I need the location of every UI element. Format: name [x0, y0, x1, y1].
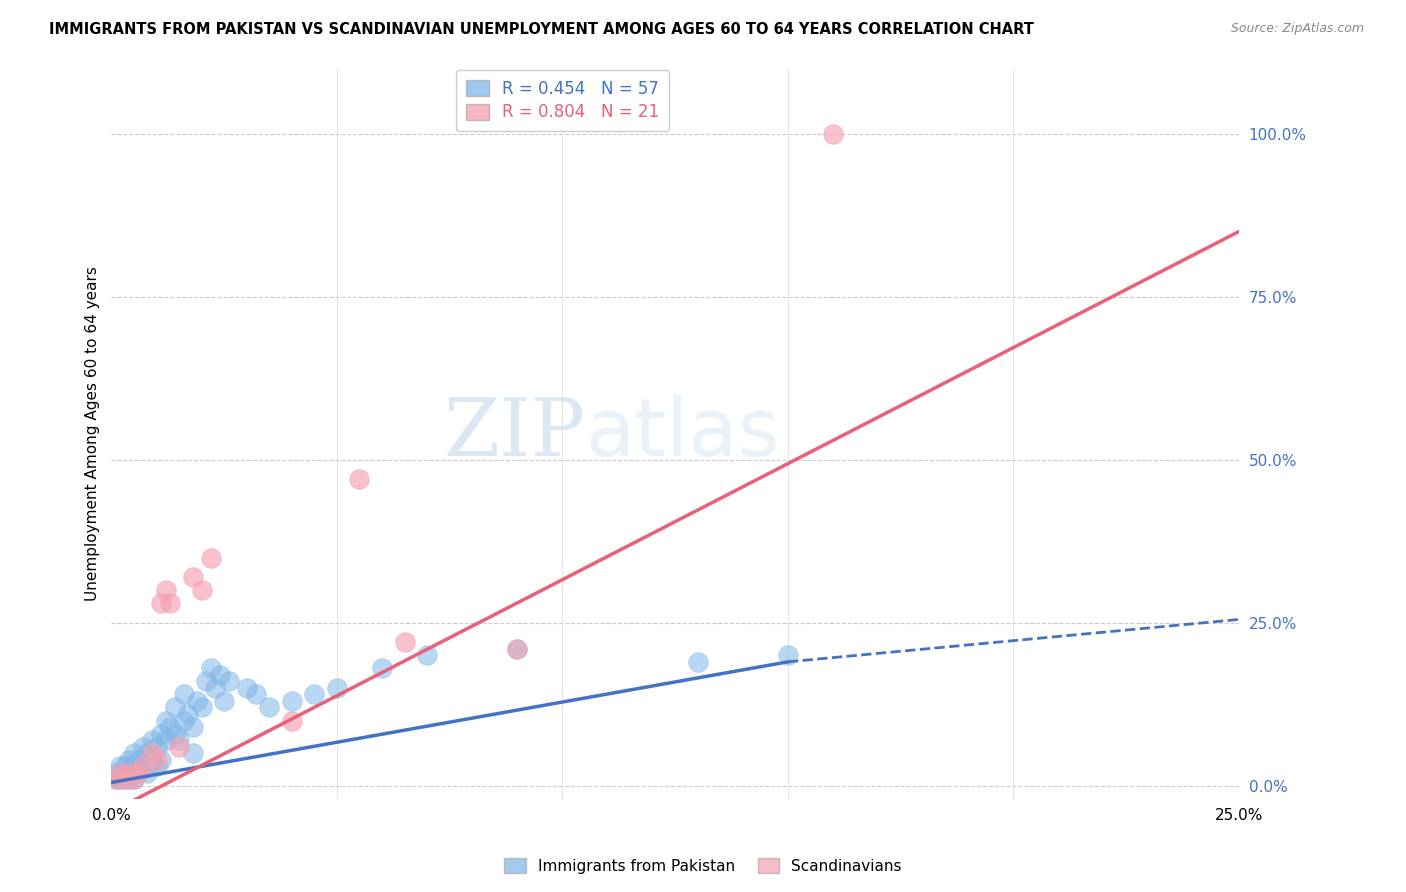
- Point: [173, 688, 195, 702]
- Point: [159, 596, 181, 610]
- Point: [326, 681, 349, 695]
- Point: [136, 746, 159, 760]
- Point: [145, 753, 167, 767]
- Point: [150, 726, 173, 740]
- Point: [136, 765, 159, 780]
- Point: [114, 765, 136, 780]
- Point: [110, 772, 132, 787]
- Point: [163, 726, 186, 740]
- Point: [104, 772, 127, 787]
- Point: [150, 596, 173, 610]
- Point: [145, 759, 167, 773]
- Point: [145, 739, 167, 754]
- Point: [122, 772, 145, 787]
- Point: [416, 648, 439, 663]
- Point: [155, 733, 177, 747]
- Point: [163, 700, 186, 714]
- Point: [104, 765, 127, 780]
- Point: [190, 700, 212, 714]
- Point: [349, 472, 371, 486]
- Point: [122, 772, 145, 787]
- Point: [127, 765, 149, 780]
- Point: [118, 753, 141, 767]
- Point: [281, 714, 304, 728]
- Point: [245, 688, 267, 702]
- Point: [776, 648, 799, 663]
- Point: [371, 661, 394, 675]
- Point: [104, 772, 127, 787]
- Point: [200, 550, 222, 565]
- Point: [195, 674, 218, 689]
- Point: [218, 674, 240, 689]
- Point: [122, 759, 145, 773]
- Point: [127, 765, 149, 780]
- Point: [167, 739, 190, 754]
- Point: [159, 720, 181, 734]
- Point: [186, 694, 208, 708]
- Point: [110, 759, 132, 773]
- Point: [506, 641, 529, 656]
- Point: [132, 759, 155, 773]
- Point: [141, 746, 163, 760]
- Point: [127, 753, 149, 767]
- Point: [118, 765, 141, 780]
- Legend: Immigrants from Pakistan, Scandinavians: Immigrants from Pakistan, Scandinavians: [498, 852, 908, 880]
- Point: [181, 746, 204, 760]
- Point: [110, 765, 132, 780]
- Point: [200, 661, 222, 675]
- Text: ZIP: ZIP: [443, 394, 585, 473]
- Point: [821, 127, 844, 141]
- Point: [181, 720, 204, 734]
- Point: [173, 714, 195, 728]
- Point: [122, 746, 145, 760]
- Point: [155, 714, 177, 728]
- Point: [204, 681, 226, 695]
- Point: [118, 772, 141, 787]
- Point: [190, 583, 212, 598]
- Point: [114, 759, 136, 773]
- Point: [167, 733, 190, 747]
- Point: [132, 739, 155, 754]
- Point: [235, 681, 257, 695]
- Point: [110, 765, 132, 780]
- Point: [155, 583, 177, 598]
- Point: [132, 759, 155, 773]
- Point: [208, 668, 231, 682]
- Text: IMMIGRANTS FROM PAKISTAN VS SCANDINAVIAN UNEMPLOYMENT AMONG AGES 60 TO 64 YEARS : IMMIGRANTS FROM PAKISTAN VS SCANDINAVIAN…: [49, 22, 1033, 37]
- Point: [304, 688, 326, 702]
- Point: [114, 772, 136, 787]
- Point: [114, 772, 136, 787]
- Point: [177, 706, 200, 721]
- Text: atlas: atlas: [585, 394, 779, 473]
- Point: [259, 700, 281, 714]
- Point: [122, 765, 145, 780]
- Point: [506, 641, 529, 656]
- Point: [181, 570, 204, 584]
- Text: Source: ZipAtlas.com: Source: ZipAtlas.com: [1230, 22, 1364, 36]
- Y-axis label: Unemployment Among Ages 60 to 64 years: Unemployment Among Ages 60 to 64 years: [86, 266, 100, 601]
- Point: [686, 655, 709, 669]
- Point: [150, 753, 173, 767]
- Point: [141, 753, 163, 767]
- Legend: R = 0.454   N = 57, R = 0.804   N = 21: R = 0.454 N = 57, R = 0.804 N = 21: [456, 70, 669, 131]
- Point: [281, 694, 304, 708]
- Point: [212, 694, 235, 708]
- Point: [118, 765, 141, 780]
- Point: [141, 733, 163, 747]
- Point: [394, 635, 416, 649]
